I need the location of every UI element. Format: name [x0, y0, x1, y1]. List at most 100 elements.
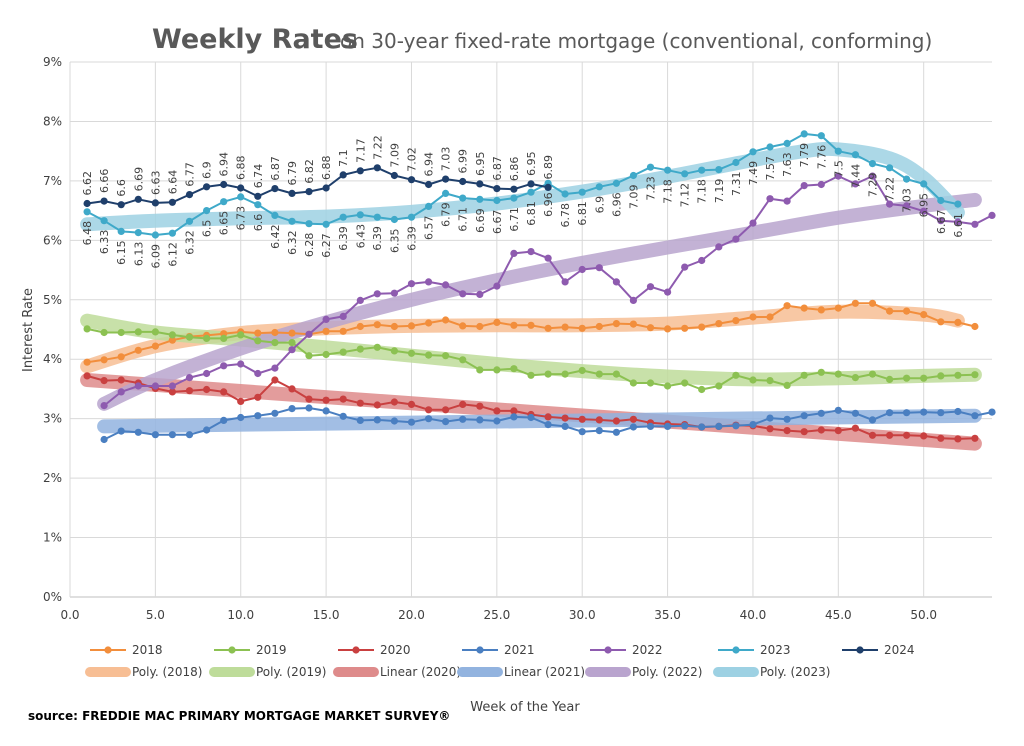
data-point-2021	[561, 422, 569, 430]
series-lines	[83, 130, 996, 444]
data-point-2018	[83, 358, 91, 366]
data-point-2018	[903, 307, 911, 315]
data-point-2018	[373, 321, 381, 329]
data-point-2020	[766, 425, 774, 433]
data-point-2024	[203, 183, 211, 191]
data-point-2021	[134, 428, 142, 436]
data-point-2018	[117, 353, 125, 361]
data-label-2023: 6.42	[269, 224, 282, 249]
data-point-2018	[749, 313, 757, 321]
data-point-2022	[937, 217, 945, 225]
data-label-2023: 6.39	[405, 226, 418, 251]
data-point-2023	[220, 198, 228, 206]
data-point-2018	[442, 316, 450, 324]
data-label-2023: 6.65	[218, 211, 231, 236]
data-point-2019	[493, 366, 501, 374]
data-label-2023: 7.44	[849, 164, 862, 189]
data-point-2023	[100, 217, 108, 225]
data-point-2019	[271, 339, 279, 347]
data-label-2023: 7.18	[662, 179, 675, 204]
data-point-2019	[783, 381, 791, 389]
data-point-2020	[390, 398, 398, 406]
data-point-2018	[168, 336, 176, 344]
data-point-2020	[886, 431, 894, 439]
data-point-2020	[476, 402, 484, 410]
data-point-2021	[407, 418, 416, 426]
x-tick-label: 30.0	[569, 608, 596, 622]
data-point-2018	[595, 322, 603, 331]
data-point-2024	[271, 185, 279, 193]
data-point-2018	[544, 324, 552, 332]
data-point-2023	[134, 229, 142, 237]
data-point-2019	[151, 328, 159, 336]
data-point-2021	[612, 428, 621, 436]
data-point-2021	[322, 407, 330, 415]
legend-item: Poly. (2018)	[85, 665, 202, 679]
data-point-2024	[220, 180, 228, 189]
data-point-2020	[288, 385, 296, 393]
data-label-2023: 7.49	[747, 161, 760, 186]
data-point-2023	[664, 166, 672, 174]
x-tick-label: 25.0	[483, 608, 510, 622]
legend-label: 2023	[760, 643, 791, 657]
data-point-2022	[203, 369, 211, 378]
y-tick-label: 7%	[43, 174, 62, 188]
data-label-2023: 7.23	[645, 176, 658, 201]
data-label-2023: 6.32	[184, 230, 197, 255]
source-note: source: FREDDIE MAC PRIMARY MORTGAGE MAR…	[28, 709, 450, 723]
data-point-2021	[271, 409, 279, 417]
data-point-2024	[442, 175, 450, 183]
trendline-poly-2019	[80, 313, 982, 387]
data-point-2019	[254, 337, 262, 345]
data-label-2023: 7.76	[815, 145, 828, 170]
data-label-2023: 6.78	[559, 203, 572, 228]
data-point-2021	[493, 417, 501, 425]
legend-item: 2024	[842, 643, 915, 657]
legend-label: 2024	[884, 643, 915, 657]
data-point-2024	[544, 183, 552, 191]
data-point-2023	[476, 195, 484, 203]
data-point-2019	[629, 379, 638, 387]
data-point-2019	[322, 350, 330, 359]
data-point-2018	[322, 327, 330, 335]
data-point-2024	[117, 201, 125, 209]
data-point-2018	[732, 317, 740, 325]
legend-marker	[476, 646, 484, 654]
data-point-2021	[425, 415, 433, 423]
data-label-2024: 6.6	[115, 179, 128, 197]
data-point-2022	[493, 282, 501, 290]
data-label-2023: 6.27	[320, 233, 333, 257]
data-point-2023	[612, 179, 621, 187]
data-label-2024: 6.86	[508, 157, 521, 182]
data-point-2020	[339, 395, 347, 403]
data-point-2024	[168, 198, 176, 206]
data-point-2019	[937, 372, 945, 380]
data-point-2022	[237, 360, 245, 368]
data-point-2024	[425, 180, 433, 189]
data-point-2023	[168, 229, 176, 237]
data-point-2018	[800, 304, 808, 312]
data-point-2020	[937, 434, 945, 442]
data-point-2024	[254, 192, 262, 200]
data-point-2019	[544, 370, 552, 378]
data-point-2022	[305, 330, 313, 338]
data-point-2020	[322, 396, 330, 404]
chart-subtitle: on 30-year fixed-rate mortgage (conventi…	[340, 29, 932, 53]
data-point-2023	[459, 194, 467, 202]
data-point-2022	[220, 362, 228, 370]
legend-marker	[732, 646, 740, 654]
data-point-2021	[237, 413, 245, 422]
data-point-2024	[305, 188, 313, 196]
data-point-2023	[578, 188, 586, 196]
data-point-2018	[493, 318, 501, 326]
data-point-2018	[459, 322, 467, 330]
legend-marker	[856, 646, 864, 654]
data-point-2022	[817, 180, 825, 189]
data-point-2022	[646, 283, 655, 291]
data-point-2020	[373, 401, 381, 409]
data-point-2021	[185, 431, 194, 439]
data-point-2023	[817, 132, 825, 140]
data-point-2024	[185, 191, 194, 199]
data-point-2018	[766, 313, 774, 321]
data-point-2022	[681, 263, 689, 271]
